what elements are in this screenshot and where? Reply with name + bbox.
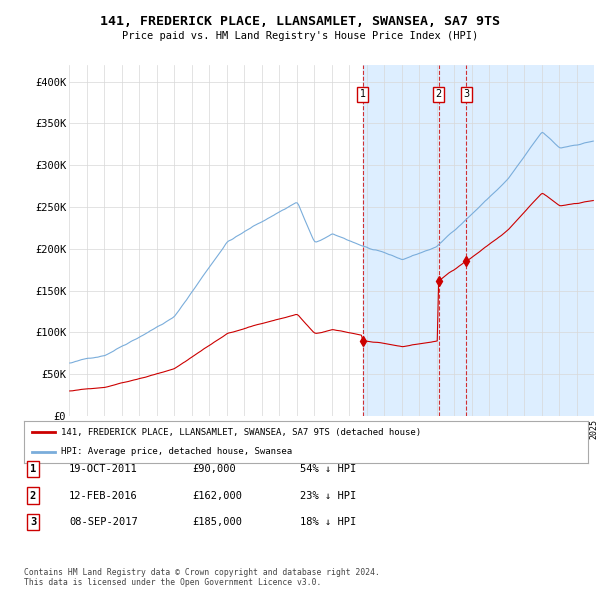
Text: 2: 2 (436, 89, 442, 99)
Text: HPI: Average price, detached house, Swansea: HPI: Average price, detached house, Swan… (61, 447, 292, 456)
Text: 3: 3 (463, 89, 469, 99)
Text: 141, FREDERICK PLACE, LLANSAMLET, SWANSEA, SA7 9TS: 141, FREDERICK PLACE, LLANSAMLET, SWANSE… (100, 15, 500, 28)
Text: 18% ↓ HPI: 18% ↓ HPI (300, 517, 356, 527)
Text: 1: 1 (30, 464, 36, 474)
Text: 2: 2 (30, 491, 36, 500)
Text: 23% ↓ HPI: 23% ↓ HPI (300, 491, 356, 500)
Text: 12-FEB-2016: 12-FEB-2016 (69, 491, 138, 500)
Text: 1: 1 (360, 89, 366, 99)
Text: £185,000: £185,000 (192, 517, 242, 527)
Text: 19-OCT-2011: 19-OCT-2011 (69, 464, 138, 474)
Text: 08-SEP-2017: 08-SEP-2017 (69, 517, 138, 527)
Text: £162,000: £162,000 (192, 491, 242, 500)
Text: Price paid vs. HM Land Registry's House Price Index (HPI): Price paid vs. HM Land Registry's House … (122, 31, 478, 41)
Text: 141, FREDERICK PLACE, LLANSAMLET, SWANSEA, SA7 9TS (detached house): 141, FREDERICK PLACE, LLANSAMLET, SWANSE… (61, 428, 421, 437)
Text: 3: 3 (30, 517, 36, 527)
Bar (363, 65, 594, 416)
Text: Contains HM Land Registry data © Crown copyright and database right 2024.
This d: Contains HM Land Registry data © Crown c… (24, 568, 380, 587)
Text: £90,000: £90,000 (192, 464, 236, 474)
Text: 54% ↓ HPI: 54% ↓ HPI (300, 464, 356, 474)
